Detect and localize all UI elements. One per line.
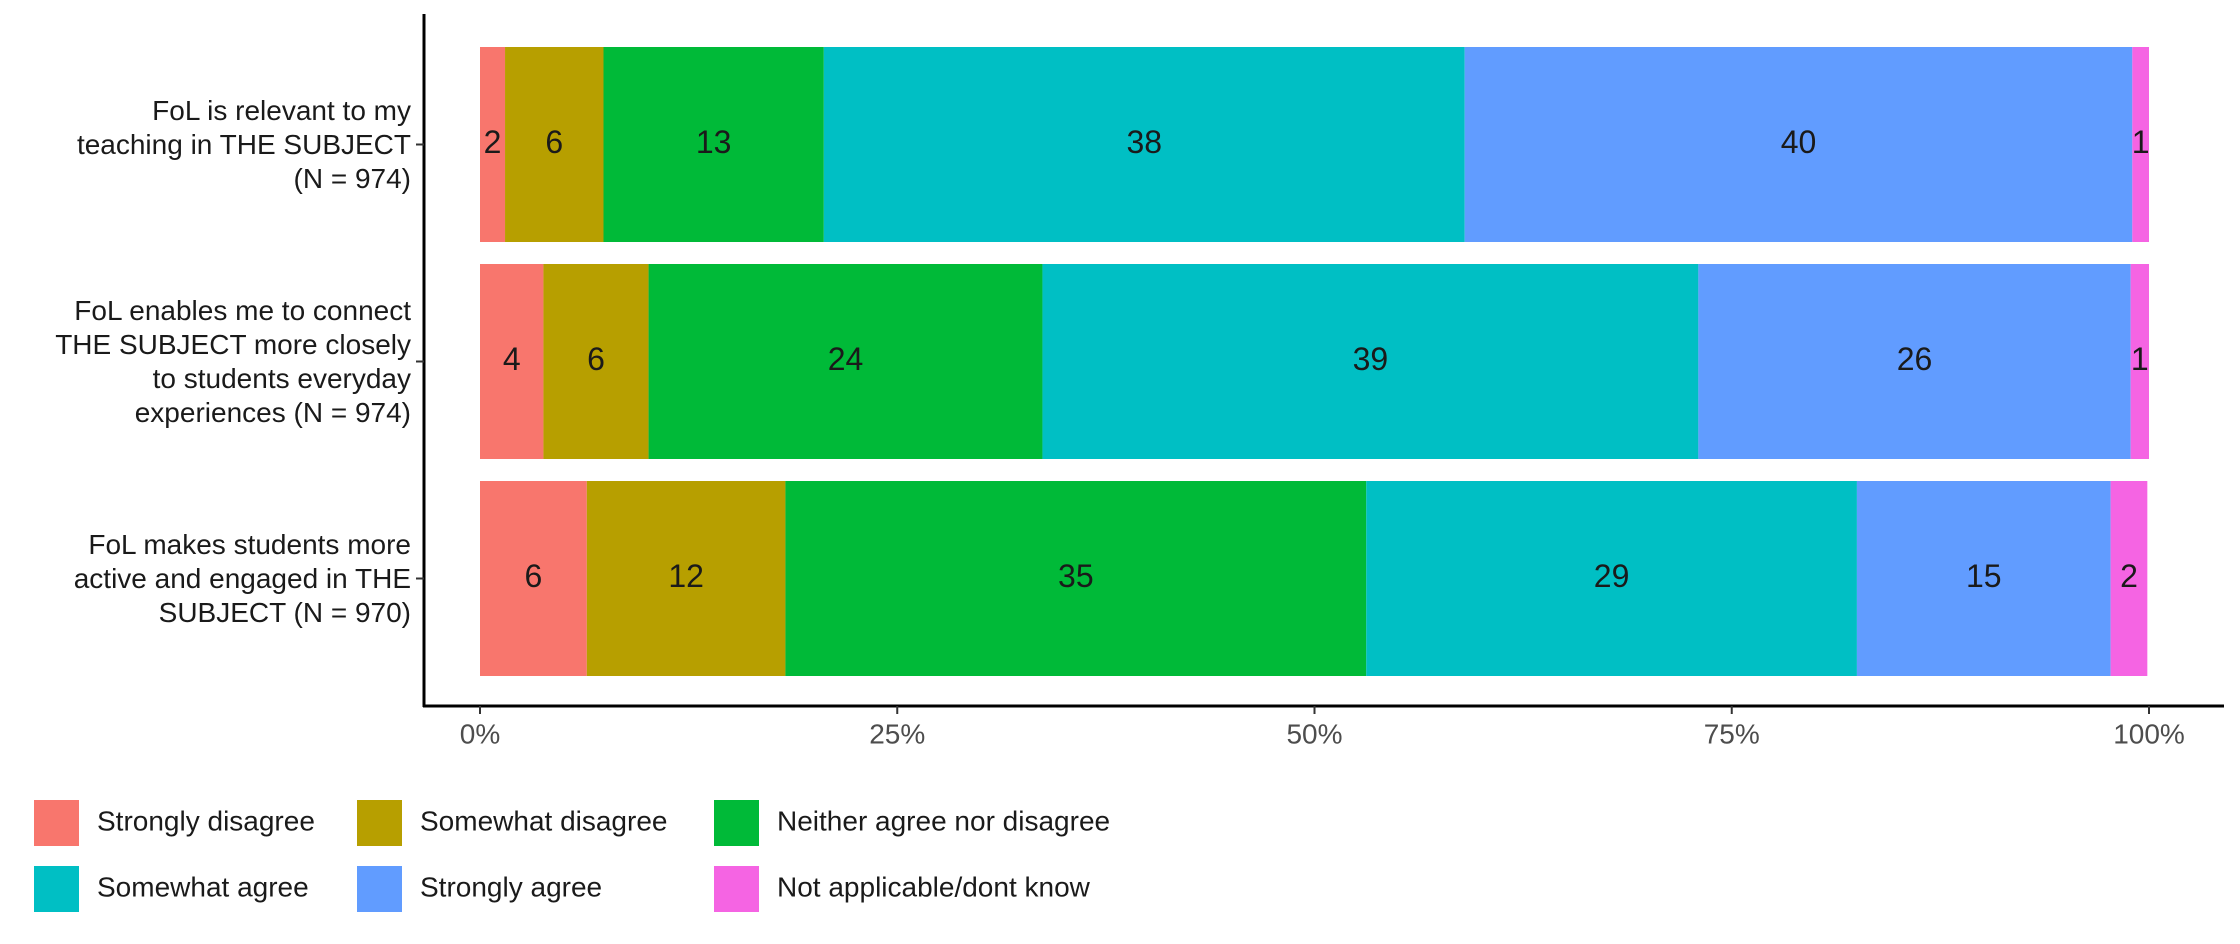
bar-segment	[1856, 481, 2111, 676]
data-label: 13	[696, 124, 732, 160]
data-label: 24	[828, 341, 864, 377]
bar-segment	[586, 481, 786, 676]
bar-segment	[785, 481, 1367, 676]
legend-swatch	[34, 800, 79, 846]
legend-label: Somewhat disagree	[420, 805, 667, 836]
legend-swatch	[714, 866, 759, 912]
legend-label: Somewhat agree	[97, 871, 309, 902]
bar-segment	[543, 264, 649, 459]
legend-swatch	[714, 800, 759, 846]
legend-label: Strongly disagree	[97, 805, 315, 836]
x-tick-label: 0%	[460, 718, 500, 749]
data-label: 2	[2120, 558, 2138, 594]
x-tick-label: 50%	[1286, 718, 1342, 749]
bar-segment	[648, 264, 1043, 459]
bar-segment	[480, 481, 587, 676]
y-tick-label: FoL enables me to connect THE SUBJECT mo…	[55, 294, 411, 428]
bar-segment	[2130, 264, 2149, 459]
legend-swatch	[357, 866, 402, 912]
data-label: 38	[1126, 124, 1162, 160]
legend-label: Not applicable/dont know	[777, 871, 1091, 902]
data-label: 26	[1897, 341, 1933, 377]
x-tick-label: 25%	[869, 718, 925, 749]
data-label: 29	[1594, 558, 1630, 594]
data-label: 12	[668, 558, 704, 594]
data-label: 40	[1781, 124, 1817, 160]
bar-segment	[2132, 47, 2149, 242]
bar-segment	[1042, 264, 1699, 459]
legend-swatch	[357, 800, 402, 846]
data-label: 35	[1058, 558, 1094, 594]
bar-segment	[505, 47, 604, 242]
data-label: 1	[2132, 124, 2150, 160]
y-tick-label: FoL makes students more active and engag…	[73, 528, 411, 628]
x-tick-label: 75%	[1704, 718, 1760, 749]
data-label: 39	[1353, 341, 1389, 377]
bar-segment	[480, 264, 544, 459]
data-label: 1	[2131, 341, 2149, 377]
bar-segment	[2110, 481, 2148, 676]
bar-segment	[823, 47, 1465, 242]
bar-segment	[480, 47, 506, 242]
bar-segment	[603, 47, 824, 242]
bar-segment	[1464, 47, 2133, 242]
data-label: 15	[1966, 558, 2002, 594]
legend-swatch	[34, 866, 79, 912]
bar-segment	[1366, 481, 1857, 676]
data-label: 2	[484, 124, 502, 160]
data-label: 6	[525, 558, 543, 594]
legend-label: Neither agree nor disagree	[777, 805, 1110, 836]
y-tick-label: FoL is relevant to my teaching in THE SU…	[76, 94, 411, 194]
data-label: 4	[503, 341, 521, 377]
data-label: 6	[545, 124, 563, 160]
bar-segment	[1698, 264, 2131, 459]
legend-label: Strongly agree	[420, 871, 602, 902]
x-tick-label: 100%	[2113, 718, 2185, 749]
data-label: 6	[587, 341, 605, 377]
